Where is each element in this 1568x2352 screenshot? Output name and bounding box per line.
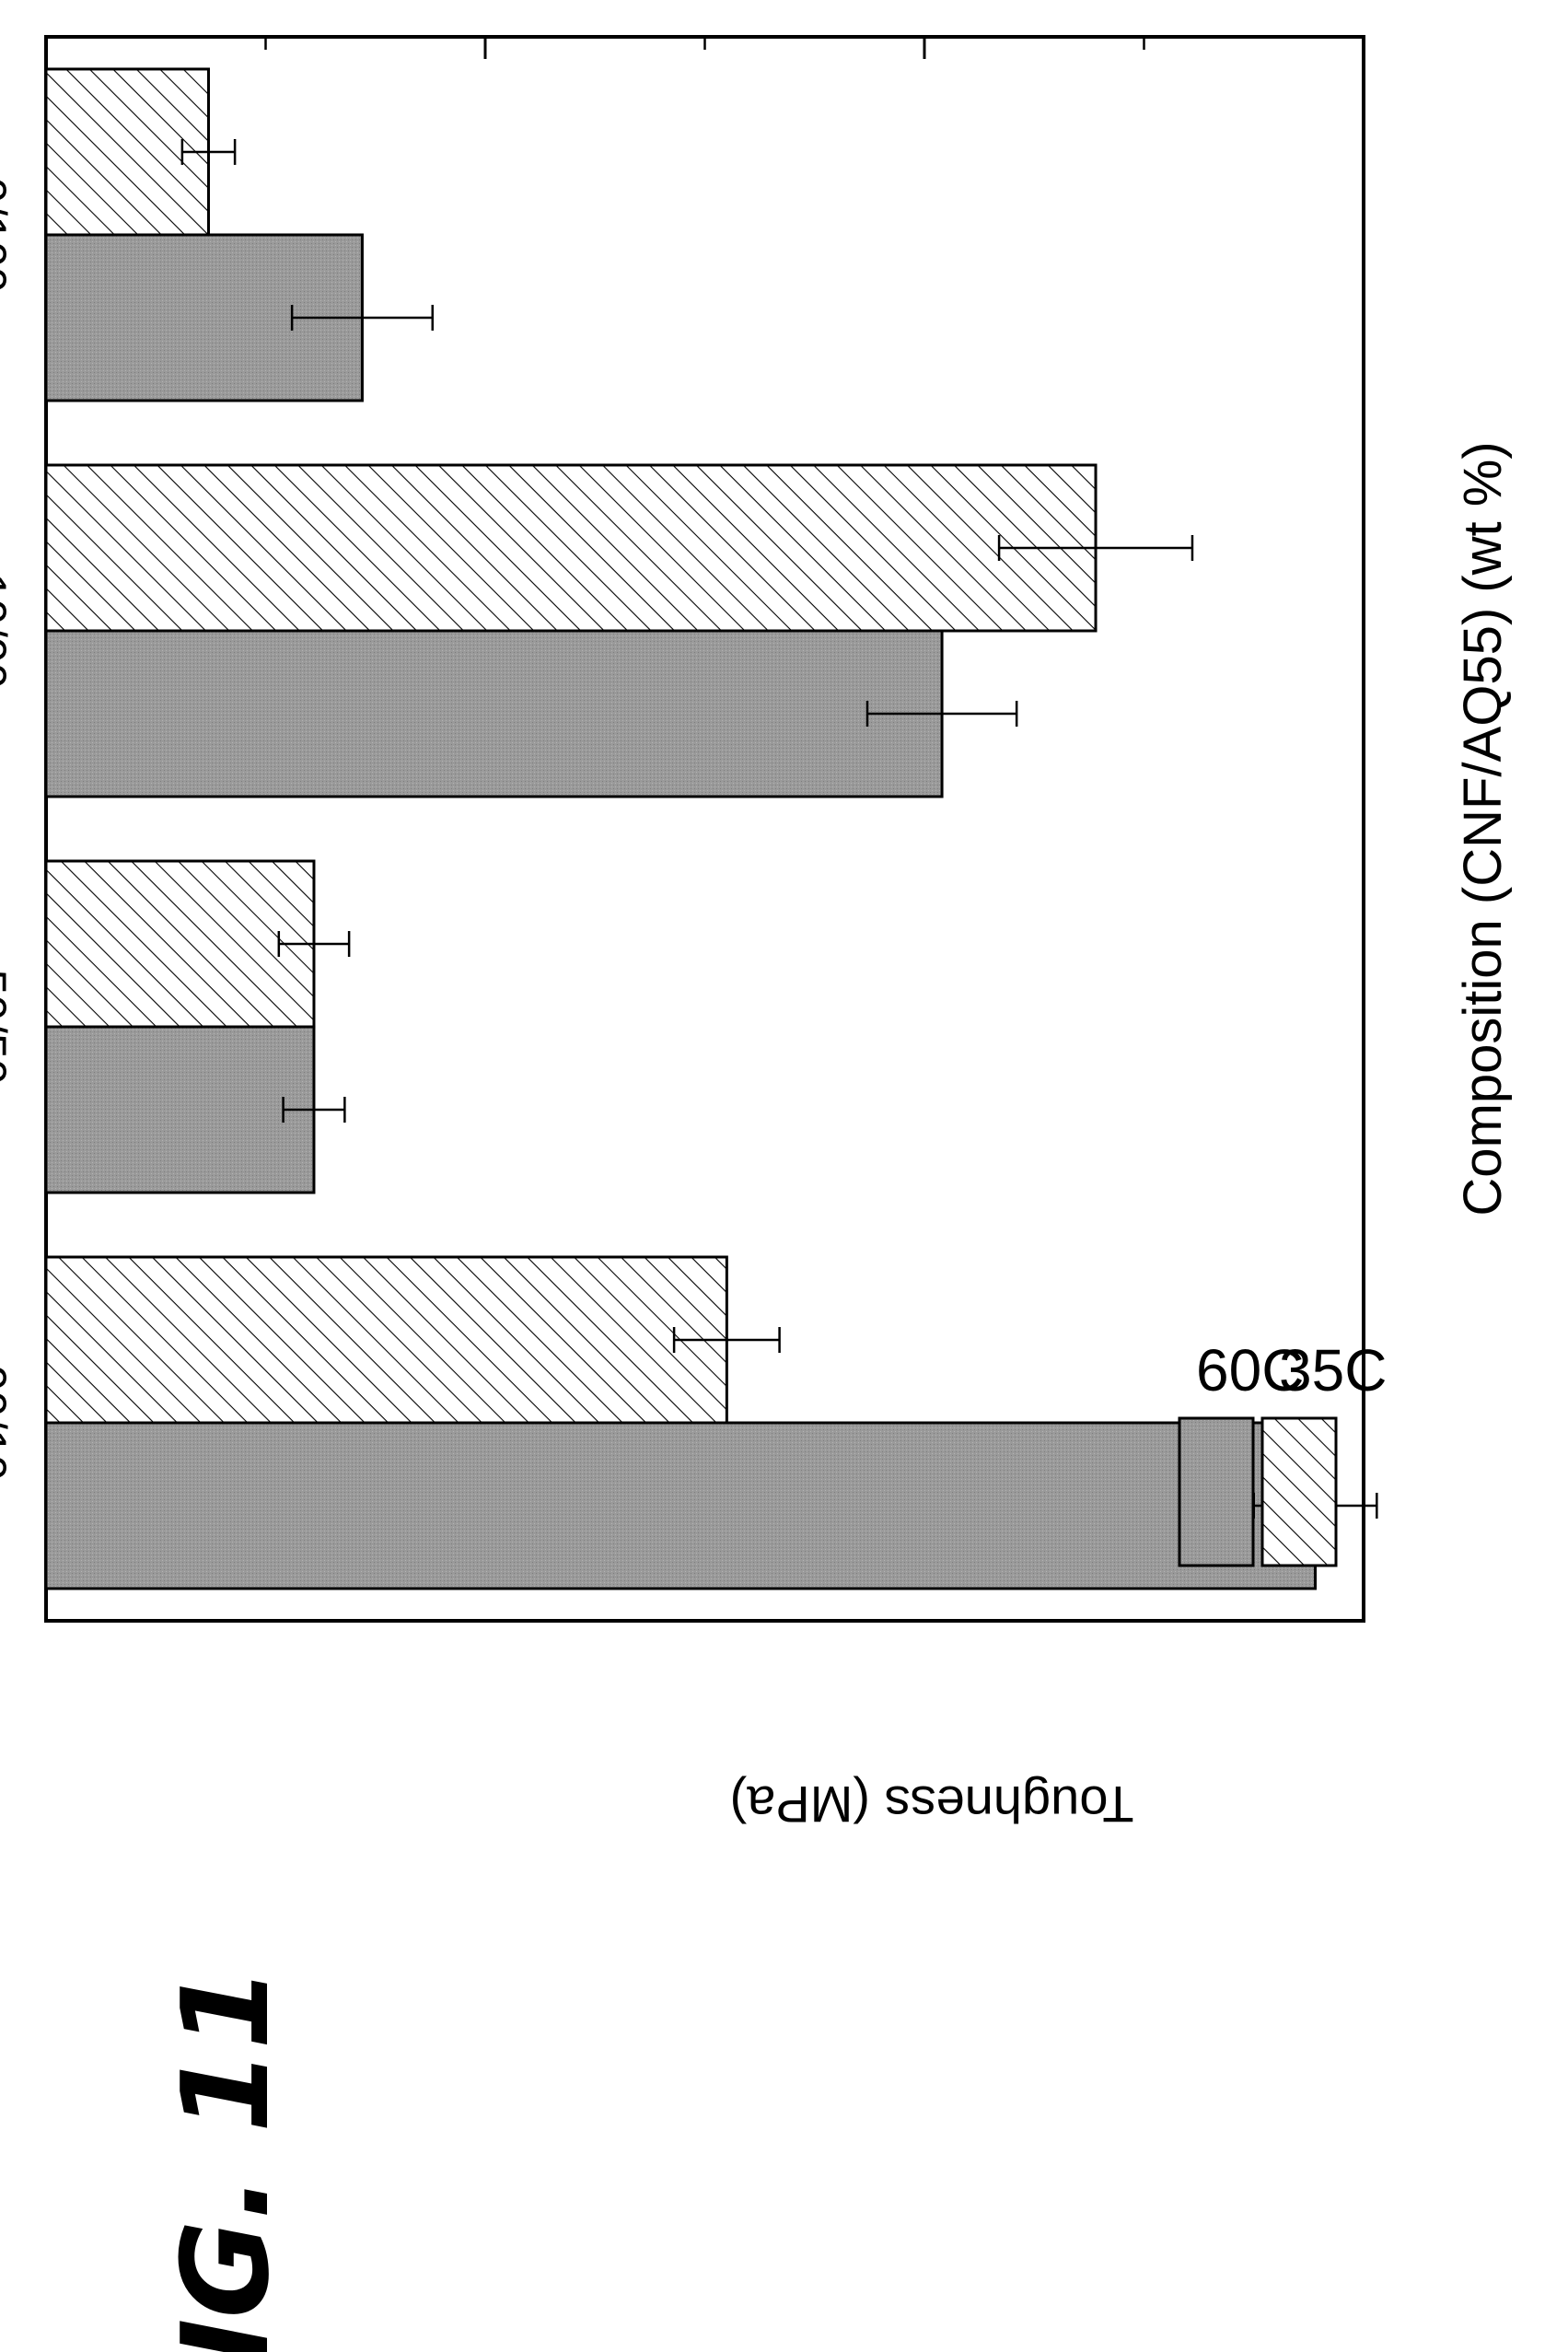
legend-swatch-35C (1260, 1416, 1338, 1567)
legend-label-35C: 35C (1279, 1337, 1387, 1403)
bar-60C-10/90 (44, 629, 944, 798)
bar-60C-90/10 (44, 1421, 1318, 1590)
bars (44, 67, 1318, 1590)
chart: 0.0 0.1 0.2 0.3 0/100 10/90 50/50 90/10 35C60C… (0, 0, 1395, 1623)
y-tick-label: 0.3 (1333, 0, 1395, 6)
x-tick-label: 10/90 (0, 573, 16, 688)
x-tick-label: 90/10 (0, 1365, 16, 1480)
y-tick-label: 0.2 (894, 0, 956, 6)
bar-35C-90/10 (44, 1255, 728, 1425)
y-axis-label: Toughness (MPa) (730, 1776, 1134, 1834)
y-tick-label: 0.0 (16, 0, 77, 6)
figure-label: FIG. 11 (156, 1966, 296, 2352)
legend-label-60C: 60C (1196, 1337, 1304, 1403)
y-axis: 0.0 0.1 0.2 0.3 (16, 0, 1395, 59)
bar-35C-10/90 (44, 463, 1098, 633)
y-tick-label: 0.1 (455, 0, 517, 6)
x-tick-label: 50/50 (0, 969, 16, 1084)
x-axis-label: Composition (CNF/AQ55) (wt %) (1453, 441, 1513, 1216)
x-tick-label: 0/100 (0, 177, 16, 292)
legend-swatch-60C (1178, 1416, 1255, 1567)
x-axis: 0/100 10/90 50/50 90/10 (0, 177, 16, 1480)
bar-60C-50/50 (44, 1025, 316, 1194)
bar-35C-50/50 (44, 859, 316, 1029)
